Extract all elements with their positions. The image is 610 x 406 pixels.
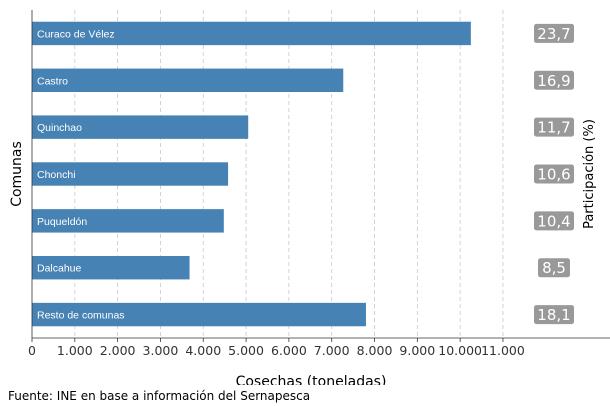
share-badge bbox=[534, 117, 574, 137]
x-tick-label: 5.000 bbox=[228, 343, 264, 358]
bar bbox=[32, 162, 229, 186]
x-tick-label: 0 bbox=[28, 343, 36, 358]
x-tick-label: 1.000 bbox=[57, 343, 93, 358]
y-axis-label: Comunas bbox=[9, 141, 25, 207]
bar-label: Quinchao bbox=[37, 122, 82, 134]
bar bbox=[32, 68, 344, 92]
bars: Curaco de Vélez Castro Quinchao Chonchi Puqu… bbox=[32, 21, 471, 327]
bar bbox=[32, 256, 190, 280]
x-tick-label: 9.000 bbox=[399, 343, 435, 358]
share-badge bbox=[534, 211, 574, 231]
bar-label: Chonchi bbox=[37, 169, 76, 181]
source-note: Fuente: INE en base a información del Se… bbox=[8, 389, 311, 403]
x-tick-label: 7.000 bbox=[314, 343, 350, 358]
share-badge bbox=[534, 164, 574, 184]
share-label: 18,1 bbox=[537, 306, 570, 324]
x-tick-label: 4.000 bbox=[185, 343, 221, 358]
share-label: 8,5 bbox=[542, 259, 566, 277]
x-tick-label: 2.000 bbox=[100, 343, 136, 358]
bar-chart: Curaco de Vélez Castro Quinchao Chonchi Puqu… bbox=[9, 10, 610, 385]
share-label: 23,7 bbox=[537, 25, 570, 43]
bar-label: Puqueldón bbox=[37, 216, 87, 228]
right-axis-label: Participación (%) bbox=[582, 119, 597, 229]
share-badge bbox=[534, 23, 574, 43]
share-label: 16,9 bbox=[537, 72, 570, 90]
share-label: 10,4 bbox=[537, 212, 570, 230]
bar-label: Dalcahue bbox=[37, 263, 82, 275]
share-badge bbox=[534, 305, 574, 325]
share-badge bbox=[534, 70, 574, 90]
x-tick-label: 11.000 bbox=[481, 343, 525, 358]
x-tick-label: 6.000 bbox=[271, 343, 307, 358]
x-ticks: 0 1.000 2.000 3.000 4.000 5.000 6.000 7.000 8.00… bbox=[28, 338, 525, 358]
share-label: 10,6 bbox=[537, 166, 570, 184]
share-label: 11,7 bbox=[537, 119, 570, 137]
share-badge bbox=[538, 258, 570, 278]
bar bbox=[32, 21, 471, 46]
bar-label: Curaco de Vélez bbox=[37, 28, 115, 40]
bar-label: Resto de comunas bbox=[37, 310, 125, 322]
bar bbox=[32, 209, 224, 233]
x-tick-label: 8.000 bbox=[357, 343, 393, 358]
bar-label: Castro bbox=[37, 75, 68, 87]
bar bbox=[32, 115, 249, 139]
bar bbox=[32, 302, 366, 327]
x-axis-label: Cosechas (toneladas) bbox=[236, 374, 387, 385]
x-tick-label: 3.000 bbox=[143, 343, 179, 358]
share-badges: 23,7 16,9 11,7 10,6 10,4 8,5 18,1 bbox=[534, 23, 574, 325]
x-tick-label: 10.000 bbox=[438, 343, 482, 358]
